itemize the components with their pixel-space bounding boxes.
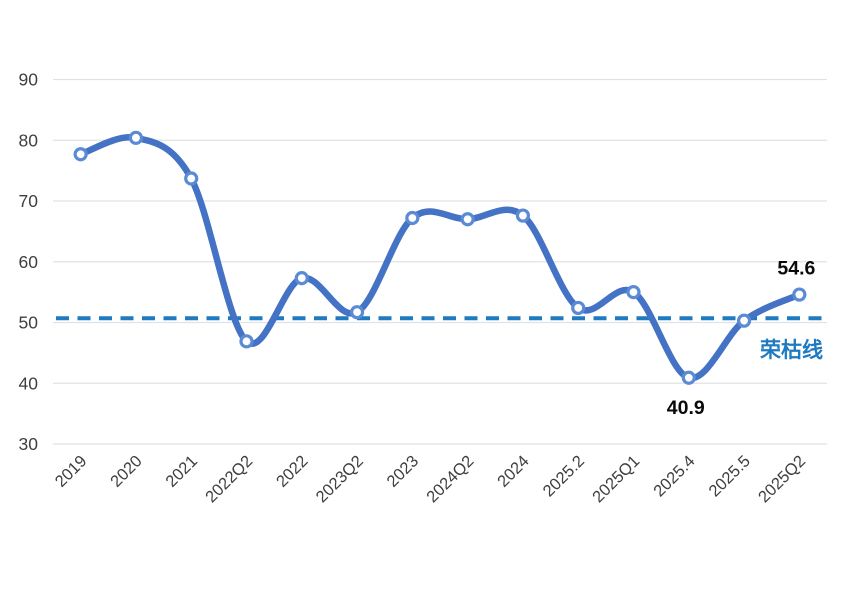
data-point-marker-2020 (128, 130, 144, 145)
data-point-marker-2024Q2 (460, 212, 475, 227)
x-axis-label: 2022 (273, 452, 312, 491)
y-axis-tick-label: 40 (19, 373, 39, 393)
data-label-40.9: 40.9 (667, 397, 705, 419)
data-point-marker-2025.2 (571, 300, 586, 316)
y-axis-tick-label: 70 (19, 191, 39, 211)
y-axis-tick-label: 80 (19, 130, 39, 150)
data-point-marker-2025.4 (681, 370, 696, 385)
data-point-marker-2025Q2 (792, 287, 807, 302)
data-point-marker-2025Q1 (626, 285, 641, 300)
data-point-marker-2022 (294, 271, 309, 286)
series-line (77, 134, 803, 382)
data-point-marker-2025.5 (736, 313, 752, 328)
data-point-marker-2023Q2 (349, 305, 365, 320)
x-axis-label: 2022Q2 (202, 452, 256, 506)
x-axis-label: 2024Q2 (423, 452, 477, 506)
x-axis-label: 2024 (494, 452, 533, 491)
data-point-marker-2024 (515, 208, 531, 223)
x-axis-label: 2025Q2 (755, 452, 809, 506)
x-axis-label: 2021 (162, 452, 201, 491)
x-axis-label: 2019 (52, 452, 91, 491)
x-axis-label: 2025Q1 (589, 452, 643, 506)
x-axis-label: 2025.2 (540, 452, 588, 500)
y-axis-tick-label: 90 (19, 70, 39, 90)
x-axis-label: 2023Q2 (313, 452, 367, 506)
y-axis-tick-label: 60 (19, 252, 39, 272)
x-axis-label: 2020 (107, 452, 146, 491)
y-axis-tick-label: 50 (19, 313, 39, 333)
x-axis-label: 2025.5 (705, 452, 753, 500)
x-axis-label: 2023 (383, 452, 422, 491)
reference-line-label: 荣枯线 (759, 338, 823, 362)
data-point-marker-2021 (184, 171, 199, 186)
data-point-marker-2023 (405, 210, 420, 226)
data-point-marker-2022Q2 (239, 334, 254, 349)
data-label-54.6: 54.6 (777, 258, 815, 280)
y-axis-tick-label: 30 (19, 434, 39, 454)
data-point-marker-2019 (73, 147, 88, 162)
x-axis-label: 2025.4 (650, 452, 698, 500)
